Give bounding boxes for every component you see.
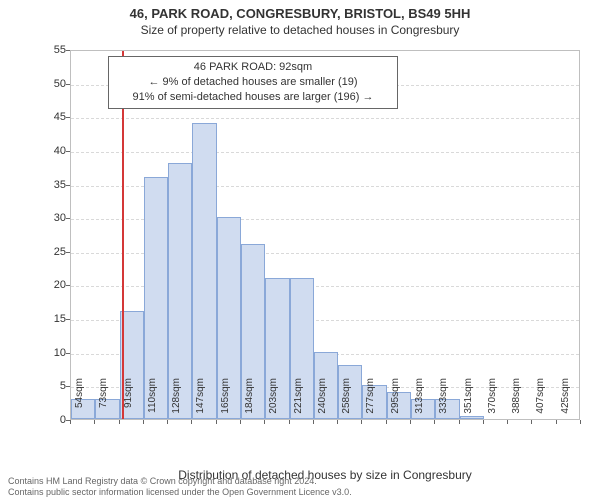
- x-tick-label: 333sqm: [438, 378, 449, 424]
- y-tick-mark: [66, 386, 70, 387]
- x-tick-label: 221sqm: [293, 378, 304, 424]
- y-tick-label: 50: [36, 78, 66, 90]
- x-tick-label: 240sqm: [317, 378, 328, 424]
- y-tick-mark: [66, 185, 70, 186]
- y-tick-label: 10: [36, 347, 66, 359]
- x-tick-mark: [434, 420, 435, 424]
- x-tick-label: 425sqm: [560, 378, 571, 424]
- x-tick-mark: [580, 420, 581, 424]
- annotation-box: 46 PARK ROAD: 92sqm ← 9% of detached hou…: [108, 56, 398, 109]
- x-tick-mark: [556, 420, 557, 424]
- x-tick-mark: [167, 420, 168, 424]
- x-tick-label: 128sqm: [171, 378, 182, 424]
- x-tick-mark: [531, 420, 532, 424]
- y-tick-label: 55: [36, 44, 66, 56]
- x-tick-mark: [386, 420, 387, 424]
- footer-attribution: Contains HM Land Registry data © Crown c…: [8, 476, 352, 498]
- x-tick-label: 258sqm: [341, 378, 352, 424]
- x-tick-mark: [70, 420, 71, 424]
- x-tick-label: 165sqm: [220, 378, 231, 424]
- x-tick-label: 388sqm: [511, 378, 522, 424]
- x-tick-mark: [264, 420, 265, 424]
- y-tick-mark: [66, 319, 70, 320]
- x-tick-mark: [459, 420, 460, 424]
- y-tick-label: 15: [36, 313, 66, 325]
- x-tick-mark: [240, 420, 241, 424]
- annotation-line1: 46 PARK ROAD: 92sqm: [115, 60, 391, 75]
- y-tick-label: 35: [36, 179, 66, 191]
- y-tick-mark: [66, 218, 70, 219]
- annotation-line3: 91% of semi-detached houses are larger (…: [115, 90, 391, 105]
- x-tick-mark: [313, 420, 314, 424]
- x-tick-label: 54sqm: [74, 378, 85, 424]
- x-tick-label: 351sqm: [463, 378, 474, 424]
- x-tick-mark: [289, 420, 290, 424]
- x-tick-mark: [361, 420, 362, 424]
- x-tick-label: 370sqm: [487, 378, 498, 424]
- page-subtitle: Size of property relative to detached ho…: [0, 21, 600, 37]
- y-tick-mark: [66, 50, 70, 51]
- y-tick-label: 5: [36, 380, 66, 392]
- y-tick-mark: [66, 285, 70, 286]
- y-tick-label: 30: [36, 212, 66, 224]
- x-tick-label: 203sqm: [268, 378, 279, 424]
- x-tick-mark: [143, 420, 144, 424]
- y-tick-label: 20: [36, 279, 66, 291]
- x-tick-mark: [94, 420, 95, 424]
- y-tick-label: 25: [36, 246, 66, 258]
- x-tick-mark: [191, 420, 192, 424]
- y-tick-label: 0: [36, 414, 66, 426]
- x-tick-mark: [337, 420, 338, 424]
- y-tick-mark: [66, 252, 70, 253]
- x-tick-label: 184sqm: [244, 378, 255, 424]
- x-tick-label: 313sqm: [414, 378, 425, 424]
- footer-line2: Contains public sector information licen…: [8, 487, 352, 498]
- x-tick-label: 110sqm: [147, 378, 158, 424]
- x-tick-label: 407sqm: [535, 378, 546, 424]
- x-tick-label: 277sqm: [365, 378, 376, 424]
- chart-bar: [192, 123, 216, 419]
- y-tick-label: 45: [36, 111, 66, 123]
- footer-line1: Contains HM Land Registry data © Crown c…: [8, 476, 352, 487]
- x-tick-mark: [119, 420, 120, 424]
- y-tick-mark: [66, 151, 70, 152]
- y-tick-mark: [66, 117, 70, 118]
- y-tick-mark: [66, 84, 70, 85]
- page-title: 46, PARK ROAD, CONGRESBURY, BRISTOL, BS4…: [0, 0, 600, 21]
- annotation-line2: ← 9% of detached houses are smaller (19): [115, 75, 391, 90]
- x-tick-mark: [483, 420, 484, 424]
- x-tick-label: 147sqm: [195, 378, 206, 424]
- x-tick-label: 73sqm: [98, 378, 109, 424]
- x-tick-mark: [216, 420, 217, 424]
- x-tick-label: 91sqm: [123, 378, 134, 424]
- y-tick-mark: [66, 353, 70, 354]
- x-tick-mark: [410, 420, 411, 424]
- x-tick-label: 295sqm: [390, 378, 401, 424]
- x-tick-mark: [507, 420, 508, 424]
- y-tick-label: 40: [36, 145, 66, 157]
